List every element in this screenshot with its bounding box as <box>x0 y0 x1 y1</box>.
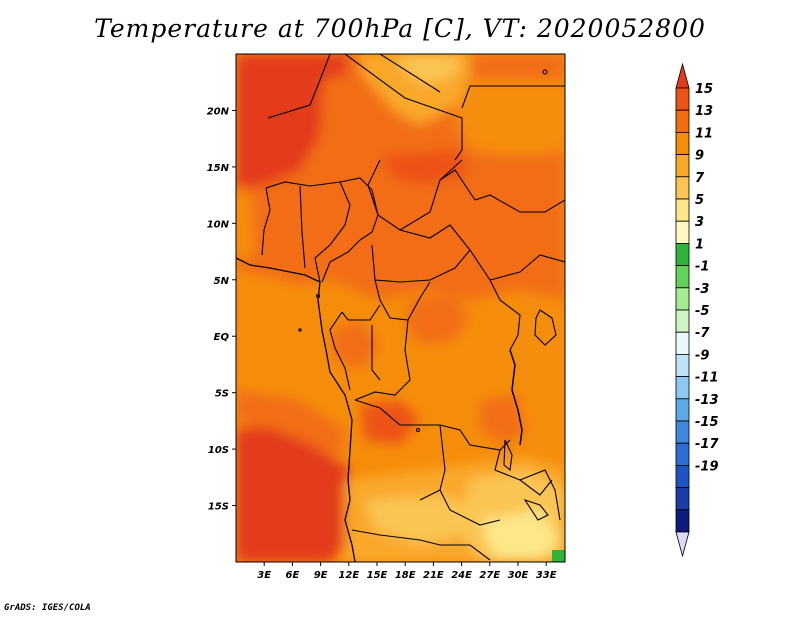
colorbar-bottom-arrow <box>675 531 690 558</box>
latitude-axis: 20N 15N 10N 5N EQ 5S 10S 15S <box>207 106 236 513</box>
lat-tick-label: 10S <box>208 445 229 456</box>
lon-tick-label: 6E <box>286 570 300 581</box>
lon-tick-label: 9E <box>314 570 328 581</box>
colorbar-label: 9 <box>695 149 704 164</box>
lon-tick-label: 33E <box>536 570 557 581</box>
colorbar-swatch <box>675 442 690 466</box>
colorbar-label: -1 <box>695 260 709 275</box>
colorbar-label: -9 <box>695 348 709 363</box>
colorbar-swatch <box>675 220 690 244</box>
colorbar-swatch <box>675 376 690 400</box>
colorbar-swatch <box>675 154 690 178</box>
lon-tick-label: 27E <box>479 570 500 581</box>
lat-tick-label: 15S <box>208 502 229 513</box>
lon-tick-label: 30E <box>508 570 529 581</box>
longitude-axis: 3E 6E 9E 12E 15E 18E 21E 24E 27E 30E 33E <box>257 562 557 581</box>
lat-tick-label: 5N <box>214 276 230 287</box>
colorbar-swatch <box>675 509 690 533</box>
lon-tick-label: 3E <box>257 570 271 581</box>
colorbar-label: -17 <box>695 437 719 452</box>
colorbar-label: 5 <box>695 193 704 208</box>
colorbar-label: 1 <box>695 237 704 252</box>
lat-tick-label: EQ <box>214 332 230 343</box>
colorbar-swatch <box>675 331 690 355</box>
colorbar-label: 7 <box>695 171 705 186</box>
colorbar-swatch <box>675 487 690 511</box>
lon-tick-label: 24E <box>451 570 472 581</box>
cold-spot <box>552 550 565 562</box>
colorbar-swatch <box>675 87 690 111</box>
colorbar-swatch <box>675 176 690 200</box>
colorbar-label: -11 <box>695 371 719 386</box>
colorbar-label: 13 <box>695 104 713 119</box>
colorbar-label: -13 <box>695 393 719 408</box>
colorbar-label: 15 <box>695 82 713 97</box>
colorbar-label: 3 <box>695 215 704 230</box>
colorbar-swatch <box>675 287 690 311</box>
lat-tick-label: 20N <box>207 106 230 117</box>
colorbar-swatch <box>675 420 690 444</box>
lon-tick-label: 21E <box>423 570 444 581</box>
colorbar-label: -5 <box>695 304 709 319</box>
credit-text: GrADS: IGES/COLA <box>4 603 91 613</box>
colorbar-label: -15 <box>695 415 719 430</box>
lat-tick-label: 5S <box>215 389 229 400</box>
lon-tick-label: 15E <box>367 570 388 581</box>
colorbar-label: 11 <box>695 126 713 141</box>
lat-tick-label: 15N <box>207 163 230 174</box>
colorbar-swatch <box>675 131 690 155</box>
colorbar-swatch <box>675 353 690 377</box>
colorbar-swatch <box>675 109 690 133</box>
plot-title: Temperature at 700hPa [C], VT: 202005280… <box>94 14 706 43</box>
colorbar-swatch <box>675 242 690 266</box>
colorbar-swatch <box>675 398 690 422</box>
colorbar-swatch <box>675 464 690 488</box>
colorbar-swatch <box>675 265 690 289</box>
map-frame <box>235 53 566 563</box>
colorbar-swatch <box>675 198 690 222</box>
lon-tick-label: 18E <box>395 570 416 581</box>
colorbar-label: -19 <box>695 459 719 474</box>
lat-tick-label: 10N <box>207 219 230 230</box>
colorbar-label: -7 <box>695 326 710 341</box>
country-boundaries <box>236 54 565 562</box>
colorbar-top-arrow <box>675 62 690 89</box>
colorbar-label: -3 <box>695 282 709 297</box>
colorbar-swatch <box>675 309 690 333</box>
lon-tick-label: 12E <box>338 570 359 581</box>
